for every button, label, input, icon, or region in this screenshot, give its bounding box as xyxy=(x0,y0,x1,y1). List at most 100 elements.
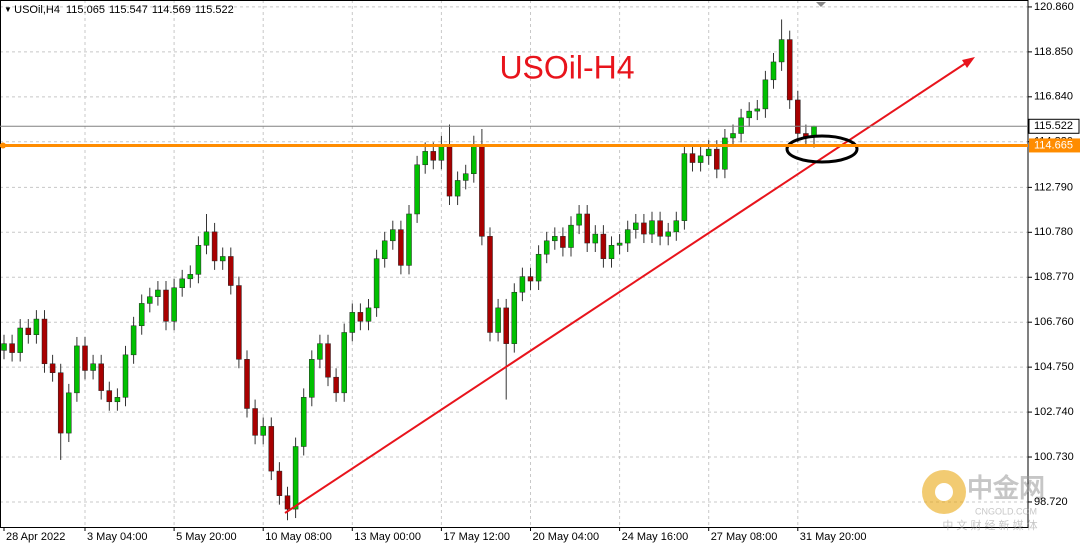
candle-body xyxy=(438,144,445,161)
y-tick-label: 112.790 xyxy=(1034,181,1073,193)
x-tick-label: 31 May 20:00 xyxy=(800,531,867,543)
candle-body xyxy=(616,242,623,246)
candle-body xyxy=(284,495,291,510)
candle-body xyxy=(357,312,364,322)
candle-body xyxy=(147,296,153,304)
candle-body xyxy=(98,363,104,391)
candle-body xyxy=(74,345,80,394)
candle-body xyxy=(657,220,663,237)
candle-body xyxy=(381,240,388,259)
candle-body xyxy=(244,359,250,409)
y-tick-label: 110.780 xyxy=(1034,226,1073,238)
candle-body xyxy=(260,426,266,436)
y-tick-label: 104.750 xyxy=(1034,361,1074,373)
x-tick-label: 10 May 08:00 xyxy=(265,531,332,543)
candle-body xyxy=(738,117,744,134)
x-tick-label: 24 May 16:00 xyxy=(622,531,689,543)
candle-body xyxy=(114,397,121,403)
logo-inner xyxy=(935,483,953,501)
candle-body xyxy=(292,446,299,510)
x-tick-label: 5 May 20:00 xyxy=(176,531,237,543)
candle-body xyxy=(681,153,688,221)
candle-body xyxy=(714,148,720,170)
candle-body xyxy=(325,343,331,378)
candle-body xyxy=(503,307,509,344)
y-tick-label: 102.740 xyxy=(1034,406,1074,418)
plot-border xyxy=(0,0,1029,528)
candle-body xyxy=(527,276,534,282)
candle-body xyxy=(9,343,15,353)
candle-body xyxy=(333,376,339,394)
candle-body xyxy=(487,236,493,333)
candle-body xyxy=(365,307,372,322)
candle-body xyxy=(592,233,599,244)
candle-body xyxy=(754,108,761,112)
x-tick-label: 28 Apr 2022 xyxy=(6,531,65,543)
candle-body xyxy=(171,287,177,322)
candle-body xyxy=(195,245,202,275)
candle-body xyxy=(187,274,194,280)
candle-body xyxy=(673,220,680,233)
candle-body xyxy=(406,213,412,266)
candle-body xyxy=(41,318,48,365)
level-anchor xyxy=(0,142,6,149)
candle-body xyxy=(446,144,453,197)
watermark: 中金网 CNGOLD.COM 中 文 财 经 新 媒 体 xyxy=(922,470,1045,532)
candle-body xyxy=(770,61,777,81)
candle-body xyxy=(252,408,258,436)
candle-body xyxy=(276,470,283,496)
candle-body xyxy=(236,285,242,360)
candle-body xyxy=(665,231,671,237)
candle-body xyxy=(697,155,704,163)
candle-body xyxy=(479,144,485,237)
level-box xyxy=(1029,138,1080,153)
y-tick-label: 98.720 xyxy=(1034,496,1068,508)
x-tick-label: 17 May 12:00 xyxy=(443,531,510,543)
candle-body xyxy=(179,278,185,289)
candle-body xyxy=(349,312,356,333)
candle-body xyxy=(130,325,137,356)
watermark-tagline: 中 文 财 经 新 媒 体 xyxy=(942,518,1037,532)
chart-title: USOil-H4 xyxy=(499,49,634,85)
candle-body xyxy=(454,180,461,197)
candle-body xyxy=(398,229,404,266)
candle-body xyxy=(90,363,96,371)
candle-body xyxy=(163,289,169,322)
candle-body xyxy=(106,390,113,403)
candle-body xyxy=(641,222,647,235)
watermark-brand: 中金网 xyxy=(967,473,1045,503)
candle-body xyxy=(543,240,550,255)
candle-body xyxy=(228,256,234,286)
candle-body xyxy=(786,39,793,101)
candle-body xyxy=(722,137,728,170)
candle-body xyxy=(584,213,590,244)
candle-body xyxy=(17,327,23,353)
candle-body xyxy=(519,276,526,293)
level-label: 114.665 xyxy=(1034,139,1073,151)
highlight-ellipse xyxy=(785,134,859,164)
candle-body xyxy=(373,258,380,309)
candle-body xyxy=(762,79,769,110)
header: ▼ USOil,H4 115.065 115.547 114.569 115.522 xyxy=(4,4,234,16)
x-tick-label: 13 May 00:00 xyxy=(354,531,421,543)
candle-body xyxy=(122,354,129,398)
candle-body xyxy=(495,307,501,333)
trend-arrow xyxy=(962,57,975,68)
candle-body xyxy=(211,231,218,262)
candle-body xyxy=(82,345,88,371)
candle-body xyxy=(422,151,428,166)
y-tick-label: 120.860 xyxy=(1034,1,1074,13)
candle-body xyxy=(33,318,40,335)
candle-body xyxy=(649,220,655,235)
candle-body xyxy=(49,363,56,373)
candle-body xyxy=(341,332,347,394)
candle-body xyxy=(746,110,752,119)
y-tick-label: 118.850 xyxy=(1034,46,1073,58)
y-tick-label: 108.770 xyxy=(1034,271,1074,283)
candle-body xyxy=(203,231,210,246)
candle-body xyxy=(778,39,785,63)
candle-body xyxy=(390,229,396,242)
candle-body xyxy=(535,253,542,282)
